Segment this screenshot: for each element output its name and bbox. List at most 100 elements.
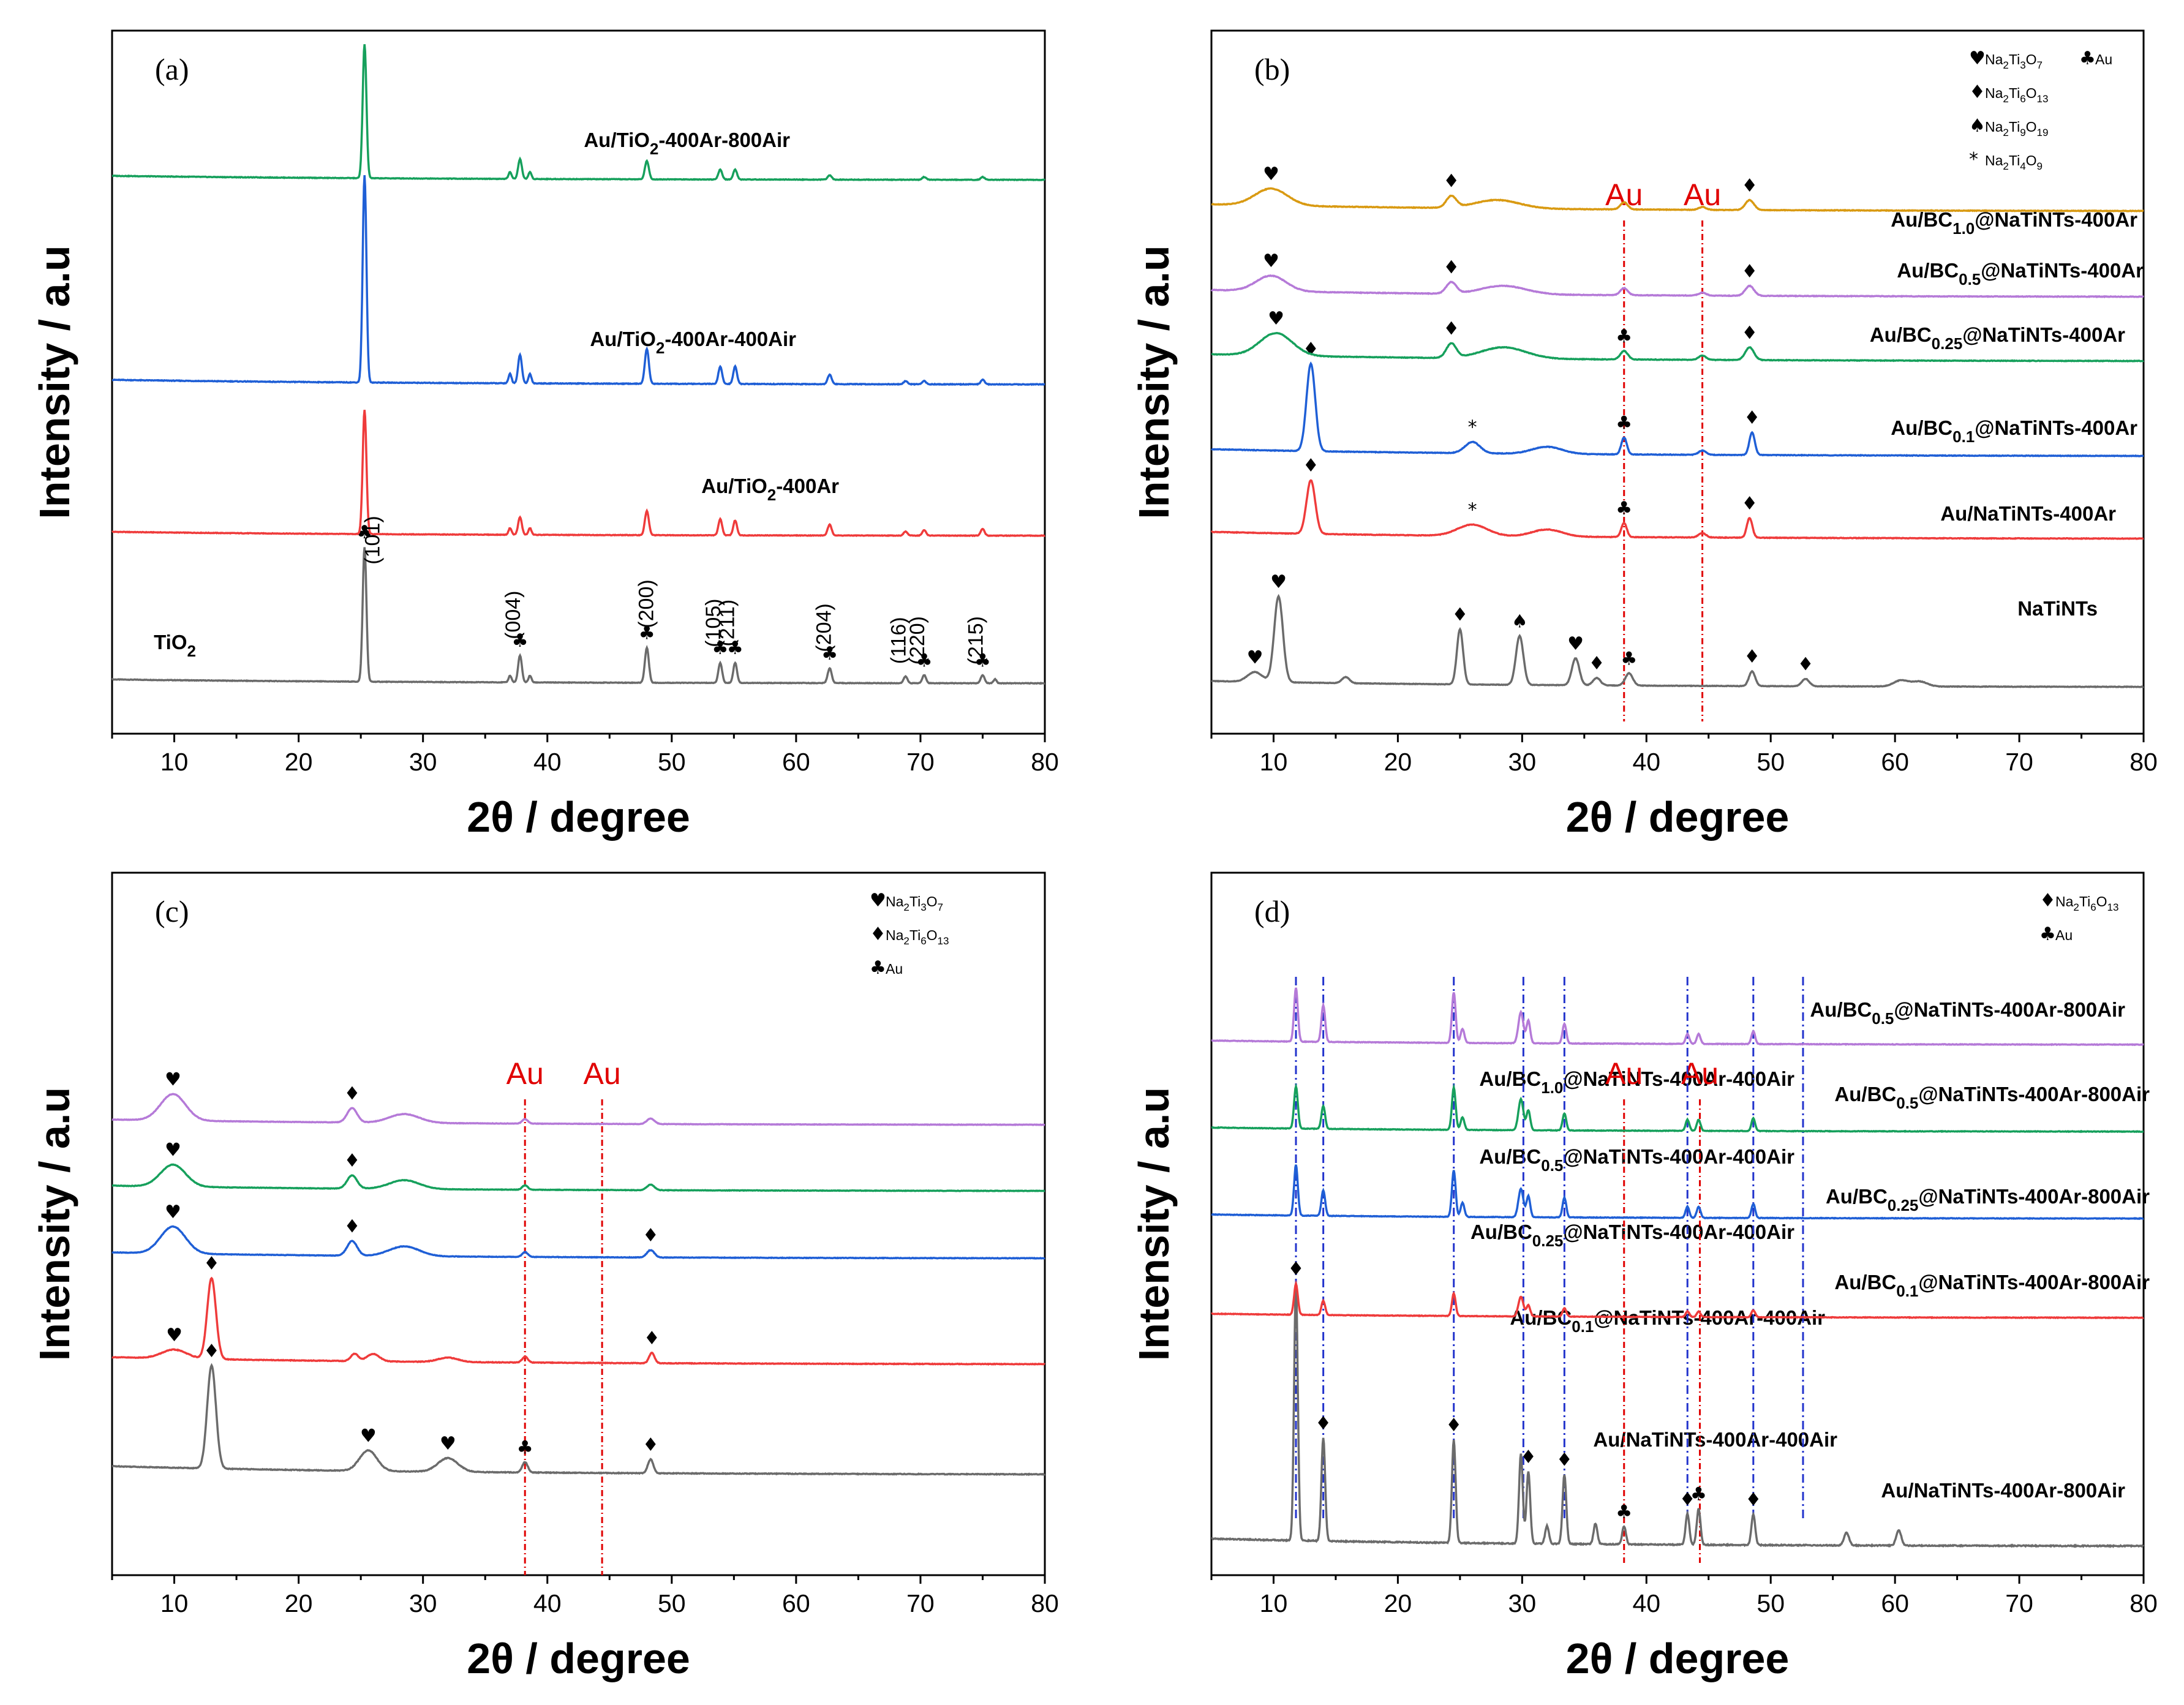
x-tick-label: 40 <box>533 1589 562 1617</box>
x-tick-label: 50 <box>658 1589 686 1617</box>
peak-marker: ♥ <box>440 1433 456 1455</box>
legend-symbol: ♦ <box>2039 890 2056 911</box>
peak-marker: ♣ <box>712 638 729 659</box>
x-tick-label: 20 <box>1384 1589 1412 1617</box>
hkl-label: (215) <box>964 616 987 664</box>
peak-marker: ♦ <box>1303 455 1319 476</box>
x-tick-label: 50 <box>658 748 686 776</box>
series-label: Au/BC1.0@NaTiNTs-400Ar-400Air <box>1479 1067 1794 1097</box>
peak-marker: ♣ <box>727 638 744 659</box>
legend-entry: Na2Ti9O19 <box>1985 119 2048 138</box>
peak-marker: ♥ <box>1247 647 1263 668</box>
panel-a: 10 20 30 40 50 60 70 80 2θ / degree Intensity / a… <box>31 29 1059 841</box>
x-tick-label: 30 <box>1508 1589 1537 1617</box>
hkl-label: (101) <box>361 516 385 564</box>
peak-marker: ♦ <box>1741 493 1758 514</box>
peak-marker: ♦ <box>642 1434 659 1456</box>
series-line <box>112 1163 1045 1192</box>
au-line-label: Au <box>1605 1056 1643 1091</box>
peak-marker: ♠ <box>1512 611 1528 632</box>
x-tick-label: 60 <box>1881 1589 1909 1617</box>
peak-marker: ♥ <box>1263 250 1279 272</box>
x-tick-label: 70 <box>906 1589 935 1617</box>
series-line <box>111 1276 1045 1366</box>
peak-marker: ♦ <box>344 1216 360 1237</box>
hkl-label: (200) <box>634 579 658 628</box>
series-label: Au/BC0.1@NaTiNTs-400Ar-400Air <box>1510 1306 1825 1336</box>
series-label: Au/BC0.5@NaTiNTs-400Ar-800Air <box>1834 1083 2150 1112</box>
x-tick-label: 10 <box>1260 1589 1288 1617</box>
au-line-label: Au <box>583 1056 620 1091</box>
series-line <box>112 1363 1045 1477</box>
peak-marker: ♦ <box>1556 1450 1573 1471</box>
legend-symbol: * <box>1969 149 1978 170</box>
legend-entry: Au <box>886 961 903 977</box>
series-label: Au/BC0.5@NaTiNTs-400Ar-800Air <box>1810 998 2125 1028</box>
plot-frame <box>1210 871 2145 1576</box>
legend-symbol: ♠ <box>1969 115 1986 137</box>
peak-marker: ♦ <box>1798 654 1814 676</box>
peak-marker: ♦ <box>1315 1413 1331 1434</box>
x-tick-label: 50 <box>1757 748 1785 776</box>
hkl-label: (211) <box>715 600 739 647</box>
peak-marker: ♦ <box>1288 1258 1305 1279</box>
x-tick-label: 10 <box>160 1589 189 1617</box>
x-axis-label: 2θ / degree <box>467 793 690 841</box>
series-line <box>1211 361 2144 457</box>
series-line <box>112 175 1045 386</box>
legend-entry: Na2Ti3O7 <box>1985 51 2043 71</box>
x-tick-label: 60 <box>782 1589 810 1617</box>
peak-marker: ♦ <box>1589 653 1605 674</box>
y-axis-label: Intensity / a.u <box>1130 245 1178 519</box>
legend-entry: Au <box>2095 51 2112 67</box>
series-label: Au/TiO2-400Ar-800Air <box>584 129 790 158</box>
series-line <box>1211 1164 2144 1221</box>
x-tick-label: 80 <box>2129 748 2158 776</box>
series-line <box>1210 274 2144 299</box>
hkl-label: (004) <box>502 591 525 639</box>
legend-entry: Au <box>2055 927 2073 943</box>
plot-frame <box>1210 29 2145 735</box>
series-label: Au/NaTiNTs-400Ar-800Air <box>1881 1479 2125 1502</box>
peak-marker: ♥ <box>1567 633 1584 655</box>
series-label: Au/NaTiNTs-400Ar-400Air <box>1593 1428 1837 1451</box>
x-tick-label: 10 <box>1260 748 1288 776</box>
x-axis-label: 2θ / degree <box>1566 793 1790 841</box>
x-tick-label: 80 <box>1031 1589 1059 1617</box>
y-axis-label: Intensity / a.u <box>31 245 78 519</box>
peak-marker: ♦ <box>1741 261 1758 282</box>
peak-marker: ♦ <box>1443 171 1459 192</box>
x-tick-label: 10 <box>160 748 189 776</box>
series-line <box>1211 479 2144 540</box>
series-line <box>111 410 1045 538</box>
au-line-label: Au <box>1605 178 1643 212</box>
peak-marker: ♥ <box>1263 164 1279 185</box>
series-line <box>111 1093 1045 1126</box>
hkl-label: (220) <box>906 616 929 664</box>
panel-d: 10 20 30 40 50 60 70 80 2θ / degree Intensity / a… <box>1130 871 2158 1682</box>
peak-marker: ♦ <box>644 1328 660 1349</box>
y-axis-label: Intensity / a.u <box>1130 1087 1178 1361</box>
series-label: Au/BC0.1@NaTiNTs-400Ar-800Air <box>1834 1271 2150 1300</box>
series-label: Au/BC0.25@NaTiNTs-400Ar-800Air <box>1826 1185 2150 1214</box>
x-tick-label: 20 <box>1384 748 1412 776</box>
peak-marker: ♥ <box>166 1325 183 1346</box>
legend: ♦ Na2Ti6O13 ♣ Au <box>2039 890 2118 945</box>
peak-marker: ♦ <box>1520 1447 1537 1468</box>
series-label: Au/NaTiNTs-400Ar <box>1940 502 2116 525</box>
panel-label: (c) <box>155 894 189 928</box>
legend-symbol: ♦ <box>1969 81 1986 103</box>
series-label: Au/BC0.5@NaTiNTs-400Ar <box>1897 259 2144 288</box>
series-label: Au/BC1.0@NaTiNTs-400Ar <box>1891 208 2137 238</box>
legend-entry: Na2Ti3O7 <box>886 894 943 913</box>
peak-marker: ♦ <box>344 1083 360 1104</box>
x-tick-label: 80 <box>2129 1589 2158 1617</box>
legend: ♥ Na2Ti3O7 ♣ Au ♦ Na2Ti6O13 ♠ Na2Ti9O19 * Na2Ti4O… <box>1969 48 2112 172</box>
legend: ♥ Na2Ti3O7♦ Na2Ti6O13♣ Au <box>870 890 949 979</box>
legend-symbol: ♥ <box>870 890 886 911</box>
peak-marker: ♥ <box>1268 308 1284 329</box>
legend-symbol: ♣ <box>2079 48 2096 69</box>
peak-marker: ♦ <box>1443 318 1459 339</box>
series-label: Au/BC0.5@NaTiNTs-400Ar-400Air <box>1479 1145 1794 1175</box>
series-line <box>1211 332 2144 363</box>
